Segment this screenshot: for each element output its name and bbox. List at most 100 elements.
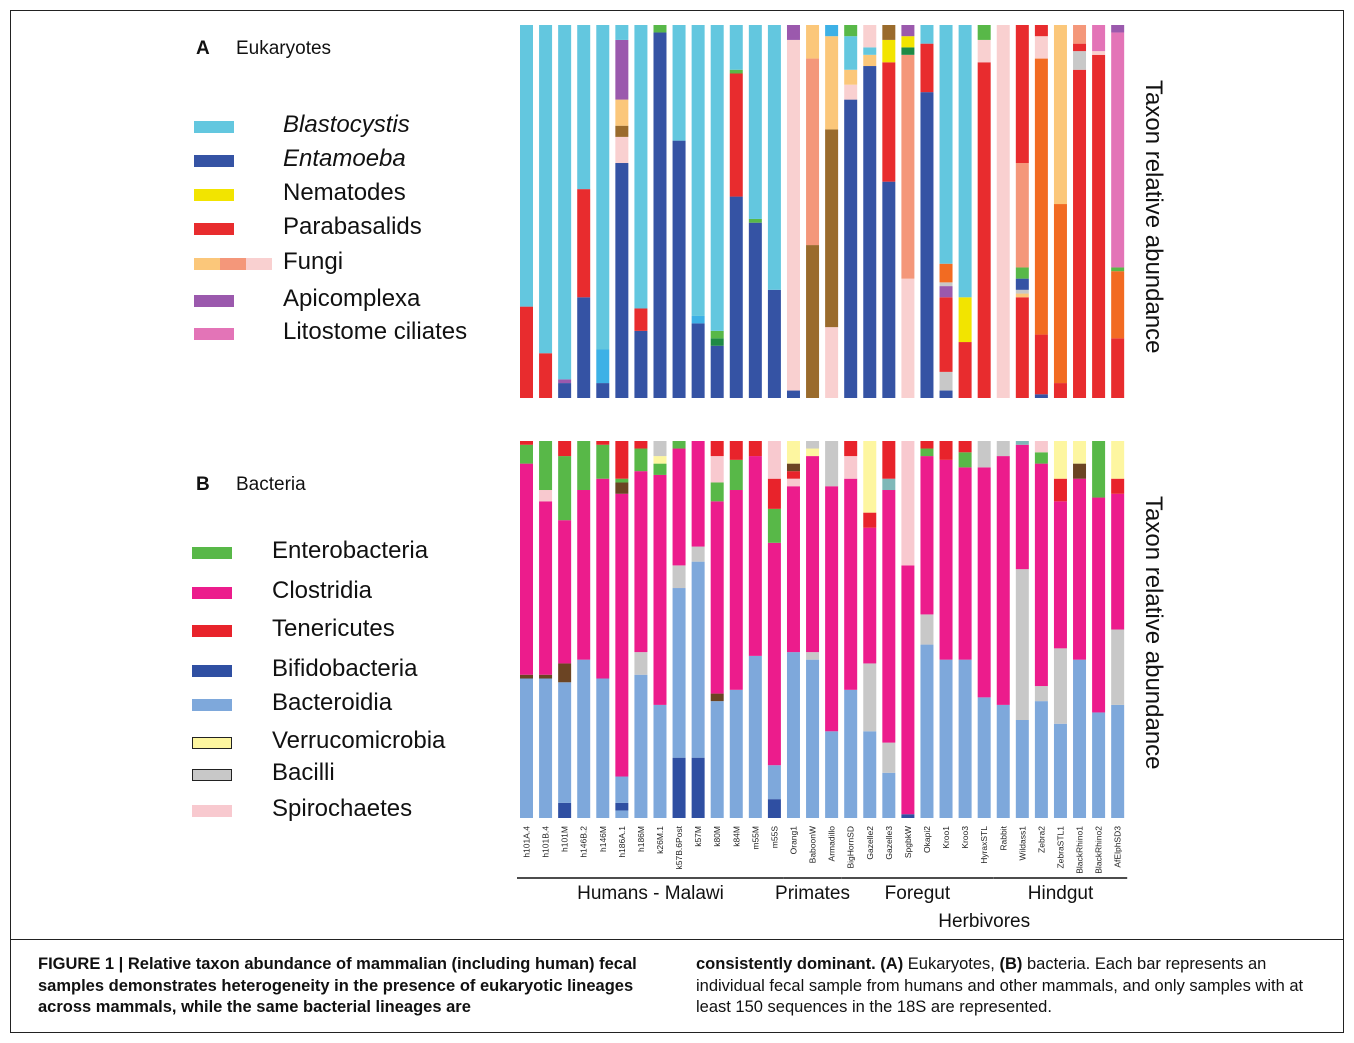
group-label: Primates (775, 883, 850, 904)
bacteria-bar-segment (672, 441, 686, 449)
bacteria-bar-segment (539, 678, 553, 818)
bacteria-bar-segment (939, 441, 953, 460)
bacteria-bar-segment (958, 659, 972, 818)
sample-tick-label: h101A.4 (522, 826, 532, 858)
bacteria-bar-segment (710, 501, 724, 694)
bacteria-bar-segment (1111, 478, 1125, 494)
bacteria-bar-segment (615, 441, 629, 479)
legend-swatch-segment (192, 699, 232, 711)
eukaryote-bar-segment (729, 25, 743, 70)
bacteria-bar-segment (596, 444, 610, 479)
bacteria-bar-segment (806, 659, 820, 818)
eukaryote-bar-segment (672, 25, 686, 141)
eukaryote-bar-segment (748, 25, 762, 219)
legend-label: Apicomplexa (283, 285, 421, 312)
eukaryote-bar-segment (710, 330, 724, 339)
bacteria-bar-segment (786, 463, 800, 472)
bacteria-bar-segment (863, 527, 877, 664)
eukaryote-bar-segment (596, 383, 610, 398)
bacteria-bar-segment (844, 478, 858, 690)
bacteria-bar-segment (653, 441, 667, 457)
bacteria-bar-segment (520, 441, 533, 445)
bacteria-bar-segment (786, 441, 800, 464)
legend-swatch (192, 547, 232, 559)
bacteria-bar-segment (748, 441, 762, 457)
caption-panel-a-ref: (A) (880, 955, 904, 973)
eukaryote-bar-segment (1015, 293, 1029, 298)
eukaryote-bar-segment (1053, 25, 1067, 205)
bacteria-bar-segment (710, 482, 724, 502)
bacteria-bar-segment (767, 765, 781, 800)
bacteria-bar-segment (920, 644, 934, 818)
bacteria-bar-segment (634, 652, 648, 675)
eukaryote-bar-segment (863, 25, 877, 48)
bacteria-bar-segment (977, 467, 991, 698)
bacteria-bar-segment (615, 802, 629, 811)
legend-swatch-segment (192, 665, 232, 677)
bacteria-bar-segment (844, 689, 858, 818)
bacteria-bar-segment (615, 493, 629, 777)
legend-label: Enterobacteria (272, 537, 429, 564)
supergroup-label: Herbivores (938, 911, 1030, 932)
eukaryote-bar-segment (844, 99, 858, 398)
eukaryote-bar-segment (1073, 25, 1087, 44)
eukaryote-bar-segment (577, 189, 591, 298)
eukaryote-bar-segment (1034, 334, 1048, 395)
sample-tick-label: Kroo3 (960, 826, 970, 849)
bacteria-bar-segment (996, 441, 1010, 457)
legend-label: Tenericutes (272, 615, 395, 642)
bacteria-bar-segment (634, 441, 648, 449)
bacteria-bar-segment (882, 441, 896, 479)
bacteria-bar-segment (806, 652, 820, 660)
eukaryote-bar-segment (825, 36, 839, 130)
eukaryote-bar-segment (634, 308, 648, 331)
eukaryote-bar-segment (1111, 25, 1125, 33)
legend-label: Bacilli (272, 759, 335, 786)
bacteria-bar-segment (844, 456, 858, 479)
legend-swatch-segment (192, 625, 232, 637)
bacteria-bar-segment (1073, 463, 1087, 479)
sample-tick-label: Armadillo (827, 826, 837, 862)
bacteria-bar-segment (901, 441, 915, 566)
bacteria-bar-segment (786, 478, 800, 487)
bacteria-bar-segment (1034, 686, 1048, 702)
bacteria-bar-segment (748, 456, 762, 656)
panel-a-letter: A (196, 38, 210, 59)
bacteria-bar-segment (1073, 441, 1087, 464)
eukaryote-bar-segment (558, 379, 572, 384)
sample-tick-label: k57M (693, 826, 703, 847)
bacteria-bar-segment (882, 772, 896, 818)
bacteria-bar-segment (729, 689, 743, 818)
sample-tick-label: ZebraSTL1 (1055, 826, 1065, 869)
eukaryote-bar-segment (539, 353, 553, 398)
bacteria-bar-segment (1073, 659, 1087, 818)
bacteria-bar-segment (691, 546, 705, 562)
sample-grouping: Humans - Malawi Primates Foregut Hindgut Her… (517, 877, 1128, 932)
eukaryote-bar-segment (767, 289, 781, 398)
bacteria-bar-segment (520, 463, 533, 675)
eukaryote-bar-segment (996, 25, 1010, 398)
stacked-bar-charts: h101A.4 h101B.4 h101M h146B.2 h146M h186A.1 h1… (517, 25, 1167, 932)
group-label: Foregut (885, 883, 951, 904)
sample-tick-label: m55M (750, 826, 760, 850)
bacteria-bar-segment (786, 471, 800, 479)
eukaryote-bar-segment (1015, 163, 1029, 268)
eukaryote-bar-segment (882, 62, 896, 182)
bacteria-bar-segment (863, 441, 877, 513)
group-label: Humans - Malawi (577, 883, 724, 904)
eukaryote-bar-segment (920, 25, 934, 44)
legend-swatch (194, 223, 234, 235)
sample-tick-label: BlackRhino2 (1094, 826, 1104, 874)
bacteria-bar-segment (882, 490, 896, 743)
legend-swatch (192, 665, 232, 677)
bacteria-bar-segment (767, 508, 781, 543)
sample-tick-label: BaboonW (808, 826, 818, 863)
sample-tick-label: Gazelle3 (884, 826, 894, 860)
eukaryote-bar-segment (710, 25, 724, 331)
sample-tick-label: h101B.4 (541, 826, 551, 858)
eukaryote-bar-segment (863, 47, 877, 55)
eukaryote-bar-segment (882, 181, 896, 398)
bacteria-bar-segment (634, 448, 648, 472)
bacteria-bar-segment (558, 682, 572, 803)
bacteria-bar-segment (672, 448, 686, 566)
